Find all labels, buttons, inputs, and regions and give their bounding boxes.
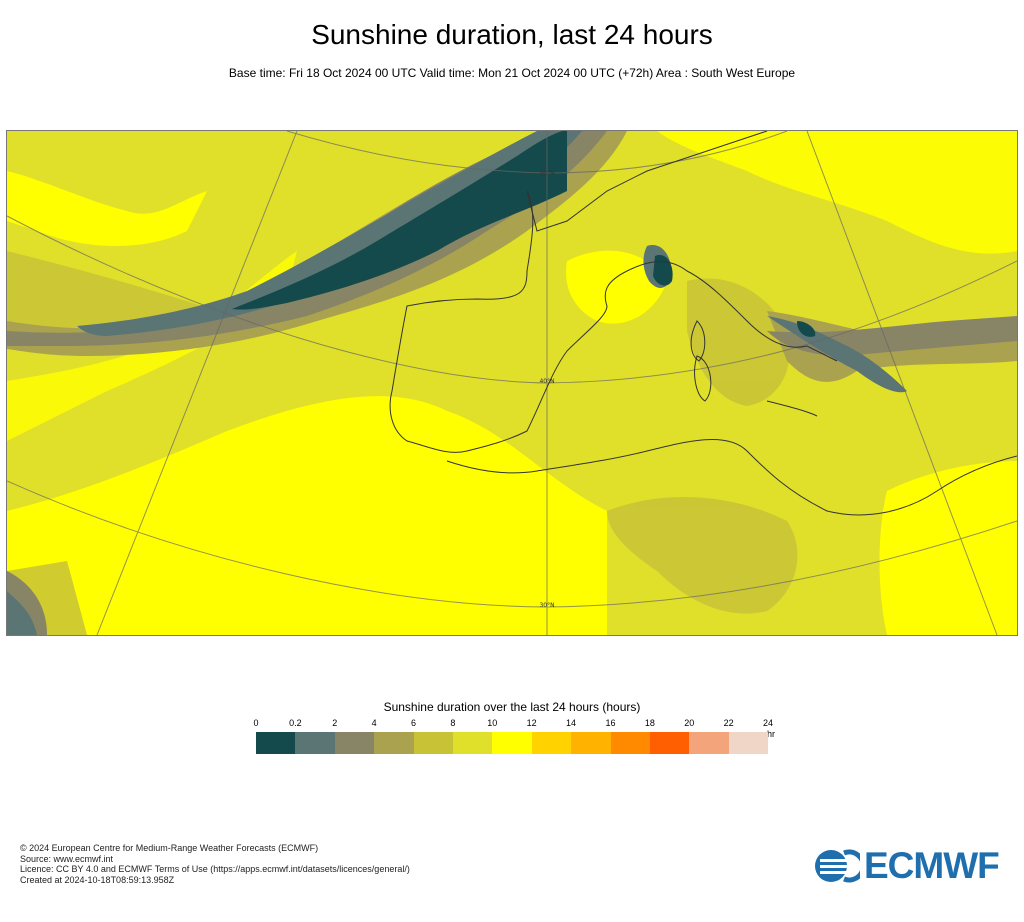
legend-tick-label: 10	[487, 718, 498, 728]
coastlines	[389, 131, 1017, 516]
legend-tick-label: 16	[605, 718, 616, 728]
legend-unit: -hr	[764, 729, 775, 739]
legend-swatch-1	[295, 732, 335, 754]
legend-tick-label: 24	[762, 718, 774, 728]
legend-colorbar	[256, 732, 769, 754]
legend-tick-label: 4	[371, 718, 377, 728]
chart-subtitle: Base time: Fri 18 Oct 2024 00 UTC Valid …	[228, 66, 796, 80]
ecmwf-logo-icon	[815, 849, 860, 883]
legend-tick-label: 14	[566, 718, 577, 728]
legend-swatch-12	[728, 732, 769, 754]
legend-swatch-6	[492, 732, 532, 754]
legend-tick-label: 0.2	[289, 718, 302, 728]
legend-swatch-4	[413, 732, 453, 754]
legend-tick-label: 6	[411, 718, 417, 728]
ecmwf-logo-text: ECMWF	[864, 845, 1000, 886]
footer-created: Created at 2024-10-18T08:59:13.958Z	[20, 874, 175, 885]
legend-swatch-0	[256, 732, 296, 754]
graticule	[7, 131, 1017, 635]
footer-licence: Licence: CC BY 4.0 and ECMWF Terms of Us…	[20, 864, 410, 874]
legend-swatch-10	[649, 732, 690, 754]
legend-tick-label: 22	[723, 718, 734, 728]
footer-source: Source: www.ecmwf.int	[20, 853, 114, 864]
legend-swatch-9	[610, 732, 650, 754]
legend-title: Sunshine duration over the last 24 hours…	[383, 700, 641, 714]
footer-copyright: © 2024 European Centre for Medium-Range …	[20, 843, 319, 853]
footer: © 2024 European Centre for Medium-Range …	[20, 843, 410, 885]
legend-tick-label: 0	[253, 718, 259, 728]
legend-tick-label: 20	[684, 718, 695, 728]
legend-swatch-2	[334, 732, 375, 754]
legend-ticks: 0 0.2 2 4 6 8 10 12 14 16 18 20 22 24	[0, 718, 1024, 730]
lat-label-40: 40°N	[539, 378, 554, 385]
legend-swatch-11	[689, 732, 729, 754]
legend-swatch-5	[452, 732, 493, 754]
legend-tick-label: 18	[644, 718, 655, 728]
lat-label-50: 50°N	[539, 170, 554, 177]
legend-swatch-8	[571, 732, 611, 754]
bright-sunshine-areas	[7, 131, 1017, 635]
chart-title: Sunshine duration, last 24 hours	[311, 19, 713, 50]
legend-tick-label: 12	[526, 718, 537, 728]
ecmwf-logo: ECMWF	[814, 846, 1010, 886]
legend-swatch-3	[374, 732, 414, 754]
sunshine-map: 50°N 40°N 30°N	[6, 130, 1018, 636]
lat-label-30: 30°N	[539, 602, 554, 609]
legend-swatch-7	[531, 732, 572, 754]
legend-tick-label: 2	[332, 718, 338, 728]
legend-tick-label: 8	[450, 718, 456, 728]
